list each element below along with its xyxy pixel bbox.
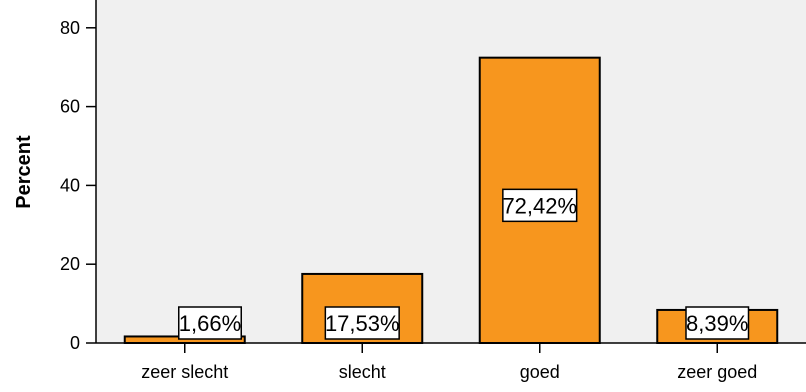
data-label: 8,39%: [685, 306, 750, 340]
y-axis-label: Percent: [13, 135, 35, 209]
data-label-text: 8,39%: [686, 311, 748, 336]
x-tick-label: zeer goed: [677, 362, 757, 382]
y-tick-label: 40: [60, 175, 80, 195]
data-label: 17,53%: [324, 306, 400, 340]
data-label-box: [178, 306, 242, 340]
y-tick-label: 60: [60, 97, 80, 117]
data-label-text: 72,42%: [502, 193, 577, 218]
data-label-text: 1,66%: [179, 311, 241, 336]
x-tick-label: goed: [520, 362, 560, 382]
y-tick-label: 80: [60, 18, 80, 38]
data-label: 72,42%: [502, 188, 578, 223]
data-label-box: [502, 188, 578, 223]
y-axis: 0 20 40 60 80: [60, 0, 97, 353]
y-tick-label: 20: [60, 254, 80, 274]
data-label: 1,66%: [178, 306, 242, 340]
x-tick-label: slecht: [339, 362, 386, 382]
data-label-box: [324, 306, 400, 340]
data-labels: 1,66% 17,53% 72,42% 8,39%: [178, 188, 750, 340]
x-axis: zeer slecht slecht goed zeer goed: [96, 342, 806, 382]
plot-area: [96, 0, 806, 343]
data-label-text: 17,53%: [325, 311, 400, 336]
x-tick-label: zeer slecht: [141, 362, 228, 382]
y-tick-label: 0: [70, 333, 80, 353]
data-label-box: [685, 306, 750, 340]
